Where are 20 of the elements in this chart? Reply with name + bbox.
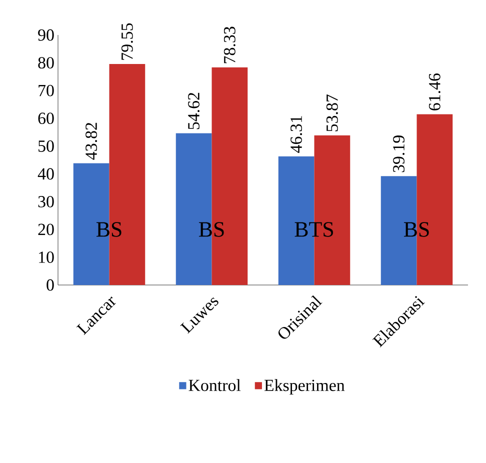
data-label: 53.87 <box>326 94 338 132</box>
y-tick-label: 10 <box>39 252 54 263</box>
y-tick-label: 60 <box>38 112 54 124</box>
y-tick-label: 30 <box>38 196 54 208</box>
data-label: 39.19 <box>393 136 405 172</box>
data-label: 43.82 <box>86 122 98 160</box>
data-label: 79.55 <box>121 23 133 60</box>
y-tick-label: 20 <box>38 224 54 236</box>
y-tick-label: 40 <box>38 168 54 180</box>
y-tick-label: 80 <box>38 57 54 69</box>
y-tick-label: 50 <box>38 140 54 152</box>
y-tick-label: 90 <box>38 29 54 41</box>
data-label: 61.46 <box>428 73 440 110</box>
y-tick-label: 70 <box>38 84 54 96</box>
legend-label: Kontrol <box>188 379 241 392</box>
legend-label: Eksperimen <box>264 379 345 395</box>
y-tick-label: 0 <box>46 279 54 291</box>
data-label: 46.31 <box>290 116 302 153</box>
data-label: 78.33 <box>224 26 236 64</box>
data-label: 54.62 <box>188 92 200 130</box>
